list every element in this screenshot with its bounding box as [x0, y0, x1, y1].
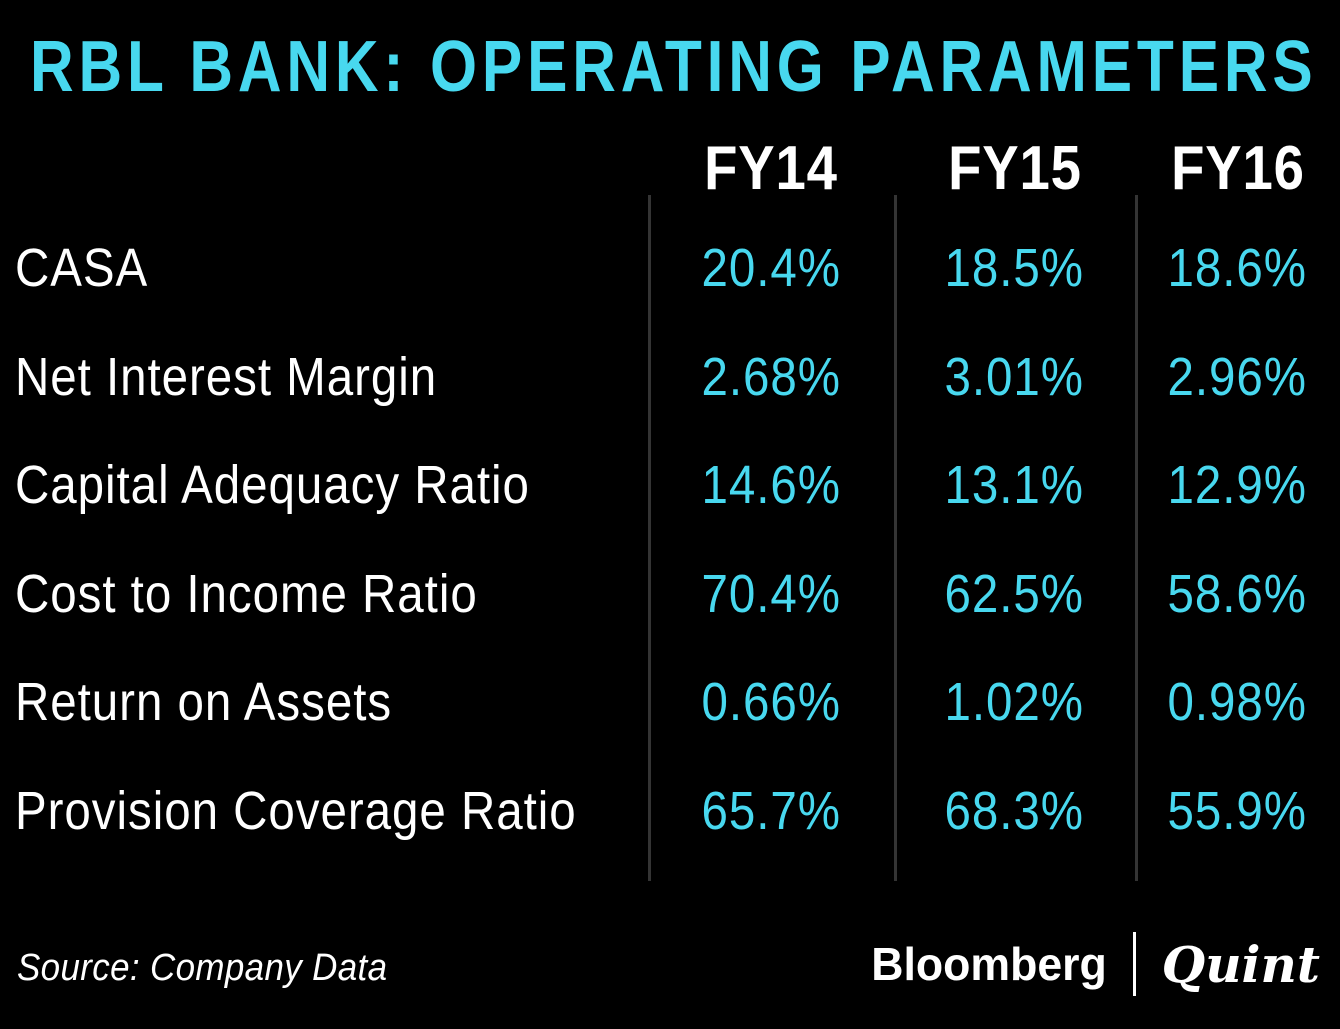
cell-roa-fy14: 0.66% — [701, 672, 841, 733]
column-header-label: FY14 — [704, 134, 838, 203]
cell-pcr-fy16: 55.9% — [1167, 780, 1308, 841]
row-label-net-interest-margin: Net Interest Margin — [15, 346, 438, 407]
bloomberg-wordmark: Bloomberg — [871, 938, 1107, 990]
cell-casa-fy16: 18.6% — [1167, 238, 1308, 299]
row-label-casa: CASA — [15, 238, 149, 299]
cell-nim-fy15: 3.01% — [944, 346, 1085, 407]
row-label-provision-coverage-ratio: Provision Coverage Ratio — [15, 780, 577, 841]
cell-car-fy15: 13.1% — [944, 455, 1085, 516]
row-label-cost-to-income-ratio: Cost to Income Ratio — [15, 563, 478, 624]
cell-cir-fy16: 58.6% — [1167, 563, 1308, 624]
header-spacer — [0, 128, 648, 214]
row-label-capital-adequacy-ratio: Capital Adequacy Ratio — [15, 455, 530, 516]
column-header-label: FY15 — [947, 134, 1082, 203]
column-header-fy14: FY14 — [648, 128, 894, 214]
brand-logo: Bloomberg Quint — [864, 931, 1320, 997]
brand-divider-bar — [1132, 932, 1136, 996]
cell-nim-fy14: 2.68% — [701, 346, 841, 407]
cell-nim-fy16: 2.96% — [1167, 346, 1308, 407]
cell-pcr-fy14: 65.7% — [701, 780, 841, 841]
cell-pcr-fy15: 68.3% — [944, 780, 1085, 841]
column-divider-3 — [1135, 195, 1138, 881]
cell-car-fy16: 12.9% — [1167, 455, 1308, 516]
cell-roa-fy16: 0.98% — [1167, 672, 1308, 733]
column-header-fy16: FY16 — [1135, 128, 1340, 214]
row-label-return-on-assets: Return on Assets — [15, 672, 393, 733]
cell-cir-fy14: 70.4% — [701, 563, 841, 624]
cell-roa-fy15: 1.02% — [944, 672, 1085, 733]
page-title: RBL BANK: OPERATING PARAMETERS — [30, 27, 1318, 107]
data-table: FY14 FY15 FY16 CASA 20.4% 18.5% 18.6% Ne… — [0, 128, 1340, 865]
cell-casa-fy14: 20.4% — [701, 238, 841, 299]
column-divider-1 — [648, 195, 651, 881]
source-note: Source: Company Data — [17, 947, 388, 989]
cell-car-fy14: 14.6% — [701, 455, 841, 516]
cell-casa-fy15: 18.5% — [944, 238, 1085, 299]
column-header-fy15: FY15 — [894, 128, 1135, 214]
quint-wordmark: Quint — [1161, 934, 1320, 994]
column-header-label: FY16 — [1170, 134, 1305, 203]
column-divider-2 — [894, 195, 897, 881]
cell-cir-fy15: 62.5% — [944, 563, 1085, 624]
